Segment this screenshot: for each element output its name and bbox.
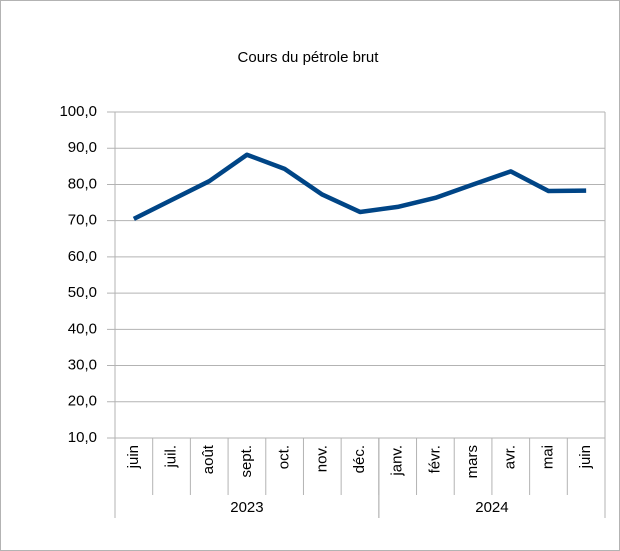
y-tick-label: 70,0 — [68, 212, 97, 229]
x-tick-label: nov. — [313, 445, 330, 472]
x-tick-label: mars — [464, 445, 481, 478]
x-tick-label: janv. — [389, 445, 406, 477]
x-tick-label: avr. — [502, 445, 519, 469]
x-tick-label: mai — [539, 445, 556, 469]
line-series — [132, 152, 587, 221]
x-tick-label: juin — [125, 445, 142, 469]
group-label: 2024 — [475, 499, 508, 516]
x-tick-label: oct. — [276, 445, 293, 469]
y-tick-label: 50,0 — [68, 284, 97, 301]
y-tick-label: 30,0 — [68, 357, 97, 374]
x-tick-label: août — [200, 444, 217, 474]
chart-title: Cours du pétrole brut — [238, 49, 380, 66]
x-tick-label: sept. — [238, 445, 255, 478]
y-tick-label: 20,0 — [68, 393, 97, 410]
y-tick-label: 80,0 — [68, 175, 97, 192]
y-tick-label: 40,0 — [68, 320, 97, 337]
x-tick-label: déc. — [351, 445, 368, 473]
x-tick-label: juin — [577, 445, 594, 469]
y-tick-label: 60,0 — [68, 248, 97, 265]
group-label: 2023 — [230, 499, 263, 516]
y-tick-label: 100,0 — [59, 103, 97, 120]
x-tick-label: juil. — [163, 445, 180, 469]
y-tick-label: 10,0 — [68, 429, 97, 446]
x-tick-label: févr. — [426, 445, 443, 473]
y-tick-label: 90,0 — [68, 139, 97, 156]
